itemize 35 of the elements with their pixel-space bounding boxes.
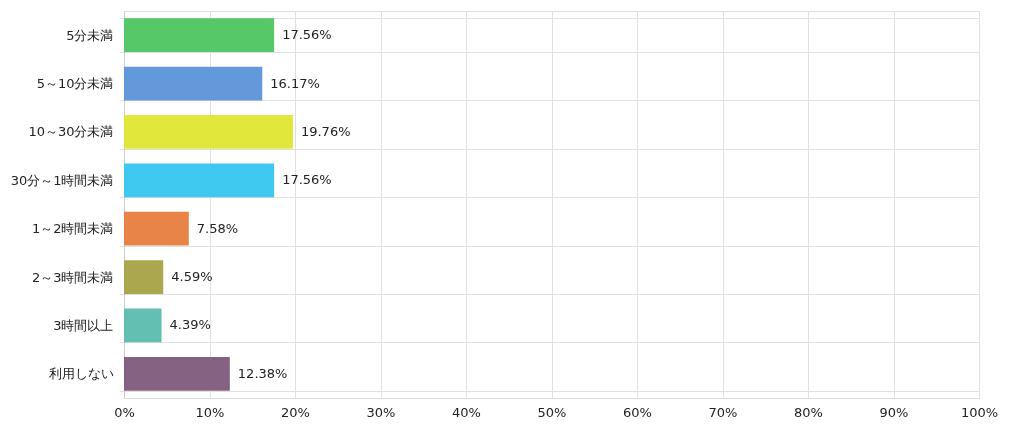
x-tick-label: 90%	[879, 404, 909, 420]
y-tick-label: 5～10分未満	[36, 76, 114, 92]
x-tick-label: 60%	[623, 404, 652, 420]
y-tick-label: 30分～1時間未満	[10, 172, 114, 188]
bar	[124, 66, 263, 101]
bar	[124, 18, 275, 53]
data-label: 17.56%	[282, 27, 332, 43]
x-tick-label: 0%	[114, 404, 135, 420]
bar	[124, 308, 162, 343]
bar	[124, 115, 293, 149]
x-tick-label: 10%	[195, 404, 225, 420]
data-label: 16.17%	[270, 75, 320, 91]
x-tick-label: 70%	[708, 404, 738, 420]
x-tick-label: 20%	[281, 404, 310, 420]
y-tick-label: 利用しない	[48, 366, 114, 382]
data-label: 4.39%	[169, 317, 211, 333]
y-tick-label: 2～3時間未満	[31, 269, 114, 285]
y-tick-label: 1～2時間未満	[31, 221, 114, 237]
x-tick-label: 50%	[537, 404, 567, 420]
y-tick-label: 3時間以上	[53, 317, 114, 333]
bar	[124, 356, 230, 391]
x-tick-label: 40%	[452, 404, 481, 420]
data-label: 4.59%	[171, 269, 213, 285]
data-label: 19.76%	[300, 123, 351, 139]
y-tick-label: 5分未満	[66, 27, 114, 43]
bar	[124, 163, 275, 198]
bar	[124, 211, 189, 246]
data-label: 7.58%	[196, 220, 239, 236]
x-tick-label: 100%	[960, 404, 999, 420]
bar	[124, 260, 164, 294]
data-label: 17.56%	[282, 172, 332, 188]
data-label: 12.38%	[237, 365, 288, 381]
x-tick-label: 80%	[794, 404, 823, 420]
x-tick-label: 30%	[366, 404, 396, 420]
y-tick-label: 10～30分未満	[28, 124, 114, 140]
